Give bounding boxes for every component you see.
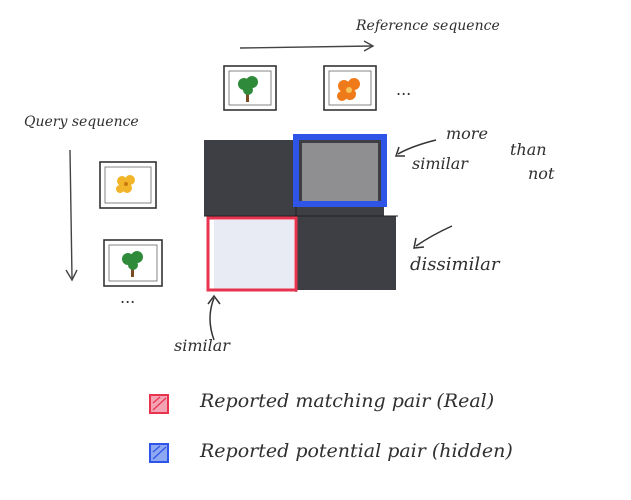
than-not-label-line2: not <box>528 164 555 183</box>
reference-arrow <box>239 40 375 52</box>
legend-label-real: Reported matching pair (Real) <box>200 390 495 412</box>
blue-outline <box>293 134 387 207</box>
similarity-grid <box>204 134 398 292</box>
legend-label-hidden: Reported potential pair (hidden) <box>200 440 513 462</box>
query-frame-1 <box>99 161 157 209</box>
more-similar-label-line2: similar <box>412 154 468 173</box>
grid-cell-bottom-right <box>296 216 396 290</box>
tree-icon <box>122 251 143 277</box>
grid-cell-top-right <box>302 143 378 205</box>
grid-cell-top-left <box>204 140 296 216</box>
reference-frame-1 <box>223 65 277 111</box>
query-frame-2 <box>103 239 163 287</box>
reference-frame-2 <box>323 65 377 111</box>
more-similar-label-line1: more <box>446 124 488 143</box>
flower-icon <box>337 78 360 101</box>
annotation-arrows <box>207 139 453 341</box>
reference-sequence-label: Reference sequence <box>356 18 500 34</box>
dissimilar-label: dissimilar <box>410 254 500 275</box>
red-outline <box>206 216 298 292</box>
similar-label: similar <box>174 336 230 355</box>
grid-cell-bottom-left <box>214 220 294 290</box>
tree-icon <box>238 76 258 102</box>
legend-swatch-red <box>149 394 169 414</box>
reference-ellipsis: ... <box>396 80 412 99</box>
query-ellipsis: ... <box>120 288 136 307</box>
query-arrow <box>65 149 78 282</box>
legend-swatch-blue <box>149 443 169 463</box>
than-not-label-line1: than <box>510 140 547 159</box>
flower-icon <box>116 175 135 193</box>
query-sequence-label: Query sequence <box>24 114 139 130</box>
